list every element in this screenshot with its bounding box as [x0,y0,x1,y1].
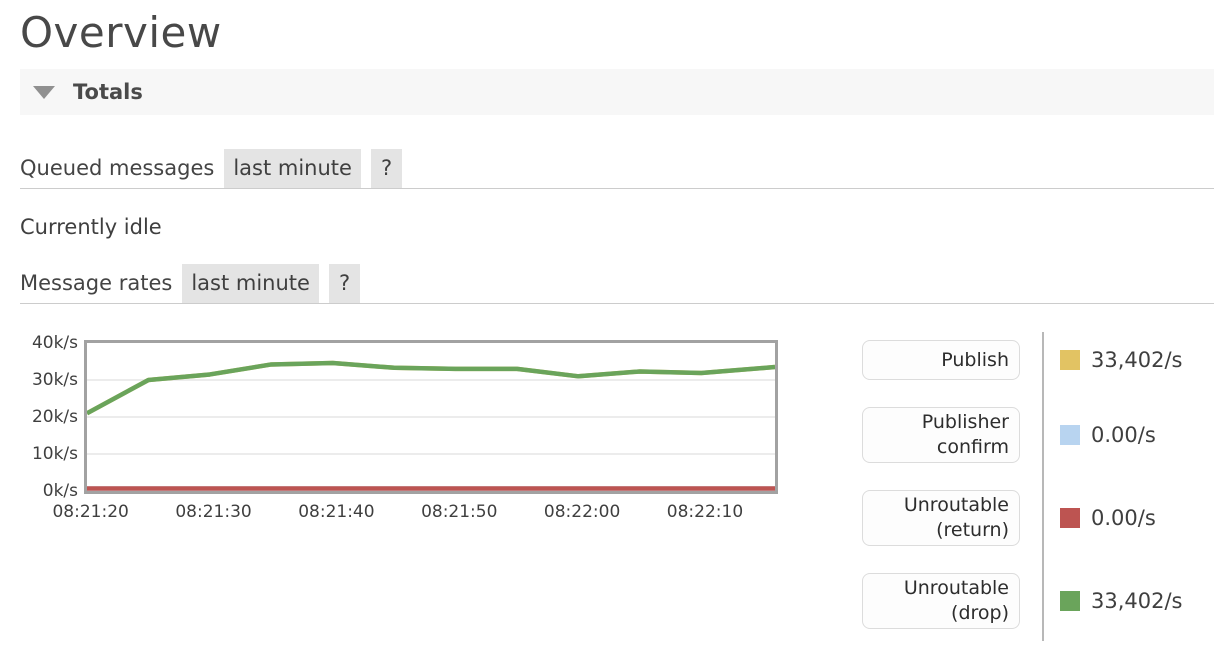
legend-value-row-publish: 33,402/s [1060,340,1183,380]
legend-button-publish[interactable]: Publish [862,340,1020,380]
legend-value-row-unroutable-return: 0.00/s [1060,490,1183,546]
legend-button-publisher-confirm[interactable]: Publisher confirm [862,407,1020,463]
chart-legend: Publish Publisher confirm Unroutable (retu… [862,332,1183,641]
legend-swatch-unroutable-drop [1060,591,1080,611]
chart-plot-area [84,340,778,494]
y-tick-label: 40k/s [31,333,78,353]
page-title: Overview [20,8,222,57]
x-axis-labels: 08:21:20 08:21:30 08:21:40 08:21:50 08:22:00… [20,494,778,524]
legend-value-unroutable-drop: 33,402/s [1091,589,1183,613]
queued-messages-heading: Queued messages last minute ? [20,149,1214,189]
legend-value-row-unroutable-drop: 33,402/s [1060,573,1183,629]
legend-value-publish: 33,402/s [1091,348,1183,372]
y-tick-label: 10k/s [31,444,78,464]
y-tick-label: 20k/s [31,407,78,427]
totals-label: Totals [73,80,143,104]
legend-button-unroutable-drop[interactable]: Unroutable (drop) [862,573,1020,629]
legend-button-unroutable-return[interactable]: Unroutable (return) [862,490,1020,546]
queued-timescale-badge[interactable]: last minute [224,149,361,188]
legend-swatch-publisher-confirm [1060,425,1080,445]
legend-value-row-publisher-confirm: 0.00/s [1060,407,1183,463]
collapse-triangle-icon [33,85,55,99]
message-rates-chart: 40k/s 30k/s 20k/s 10k/s 0k/s 08:21:20 08:21:3… [20,333,778,524]
legend-divider [1042,332,1044,641]
legend-value-publisher-confirm: 0.00/s [1091,423,1156,447]
x-tick-label: 08:21:20 [52,502,129,522]
message-rates-heading: Message rates last minute ? [20,264,1214,304]
x-tick-label: 08:22:10 [666,502,744,522]
y-tick-label: 0k/s [42,481,78,501]
x-tick-label: 08:22:00 [543,502,621,522]
message-rates-panel: 40k/s 30k/s 20k/s 10k/s 0k/s 08:21:20 08:21:3… [20,332,1214,641]
rates-timescale-badge[interactable]: last minute [182,264,319,303]
rates-help-icon[interactable]: ? [328,264,361,303]
y-axis-labels: 40k/s 30k/s 20k/s 10k/s 0k/s [20,333,84,501]
x-tick-label: 08:21:40 [298,502,375,522]
y-tick-label: 30k/s [31,370,78,390]
message-rates-title: Message rates [20,271,173,295]
legend-value-unroutable-return: 0.00/s [1091,506,1156,530]
legend-swatch-publish [1060,350,1080,370]
queued-messages-title: Queued messages [20,156,215,180]
totals-section-header[interactable]: Totals [20,69,1214,115]
rates-line-chart [87,360,775,491]
queued-help-icon[interactable]: ? [370,149,403,188]
x-tick-label: 08:21:50 [421,502,498,522]
queued-status-text: Currently idle [20,215,162,239]
legend-swatch-unroutable-return [1060,508,1080,528]
x-tick-label: 08:21:30 [175,502,252,522]
